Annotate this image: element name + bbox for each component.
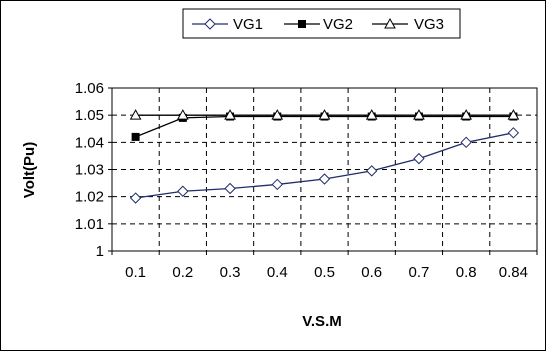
data-point bbox=[507, 109, 520, 120]
data-point bbox=[460, 136, 472, 149]
y-axis-title: Volt(Pu) bbox=[21, 142, 38, 198]
data-point bbox=[366, 165, 378, 177]
y-tick-label: 1.04 bbox=[75, 134, 104, 151]
x-tick-label: 0.6 bbox=[361, 264, 382, 281]
data-point bbox=[318, 173, 331, 185]
legend-marker bbox=[204, 18, 216, 30]
data-point bbox=[224, 109, 236, 120]
x-tick-label: 0.4 bbox=[267, 264, 288, 281]
legend-marker bbox=[384, 17, 396, 29]
x-tick-label: 0.2 bbox=[172, 264, 193, 281]
x-axis-ticks: 0.1 0.2 0.3 0.4 0.5 0.6 0.7 0.8 0.84 bbox=[111, 251, 538, 281]
data-point bbox=[129, 109, 142, 120]
x-tick-label: 0.84 bbox=[499, 264, 528, 281]
legend: VG1 VG2 VG3 bbox=[182, 8, 461, 39]
data-point bbox=[176, 109, 189, 120]
legend-entry-vg1: VG1 bbox=[192, 16, 263, 33]
x-tick-label: 0.1 bbox=[125, 264, 146, 281]
data-point bbox=[271, 109, 284, 120]
x-tick-label: 0.3 bbox=[220, 264, 241, 281]
data-point bbox=[129, 192, 142, 204]
data-point bbox=[131, 132, 140, 141]
legend-entry-vg3: VG3 bbox=[372, 16, 444, 33]
data-point bbox=[365, 109, 378, 120]
data-point bbox=[271, 178, 283, 191]
y-tick-label: 1.05 bbox=[75, 107, 104, 124]
legend-box bbox=[182, 8, 461, 39]
data-point bbox=[413, 109, 425, 120]
legend-marker bbox=[298, 20, 306, 28]
y-tick-label: 1.06 bbox=[75, 80, 104, 97]
data-point bbox=[224, 182, 236, 195]
y-tick-label: 1.02 bbox=[75, 189, 104, 206]
legend-label: VG2 bbox=[323, 16, 353, 33]
legend-entry-vg2: VG2 bbox=[284, 16, 353, 33]
y-tick-label: 1.01 bbox=[75, 216, 104, 233]
data-point bbox=[177, 185, 189, 197]
y-tick-label: 1 bbox=[96, 243, 104, 260]
series-layer bbox=[129, 109, 520, 204]
y-tick-label: 1.03 bbox=[75, 162, 104, 179]
x-tick-label: 0.7 bbox=[409, 264, 430, 281]
data-point bbox=[460, 109, 473, 120]
x-axis-title: V.S.M bbox=[302, 313, 341, 330]
x-tick-label: 0.8 bbox=[456, 264, 477, 281]
legend-label: VG1 bbox=[233, 16, 263, 33]
series-vg3 bbox=[129, 109, 520, 120]
series-vg1 bbox=[129, 127, 520, 204]
x-tick-label: 0.5 bbox=[314, 264, 335, 281]
data-point bbox=[507, 127, 520, 139]
y-axis-ticks: 1 1.01 1.02 1.03 1.04 1.05 1.06 bbox=[75, 80, 112, 260]
data-point bbox=[318, 109, 331, 120]
legend-label: VG3 bbox=[414, 16, 444, 33]
data-point bbox=[413, 152, 425, 165]
